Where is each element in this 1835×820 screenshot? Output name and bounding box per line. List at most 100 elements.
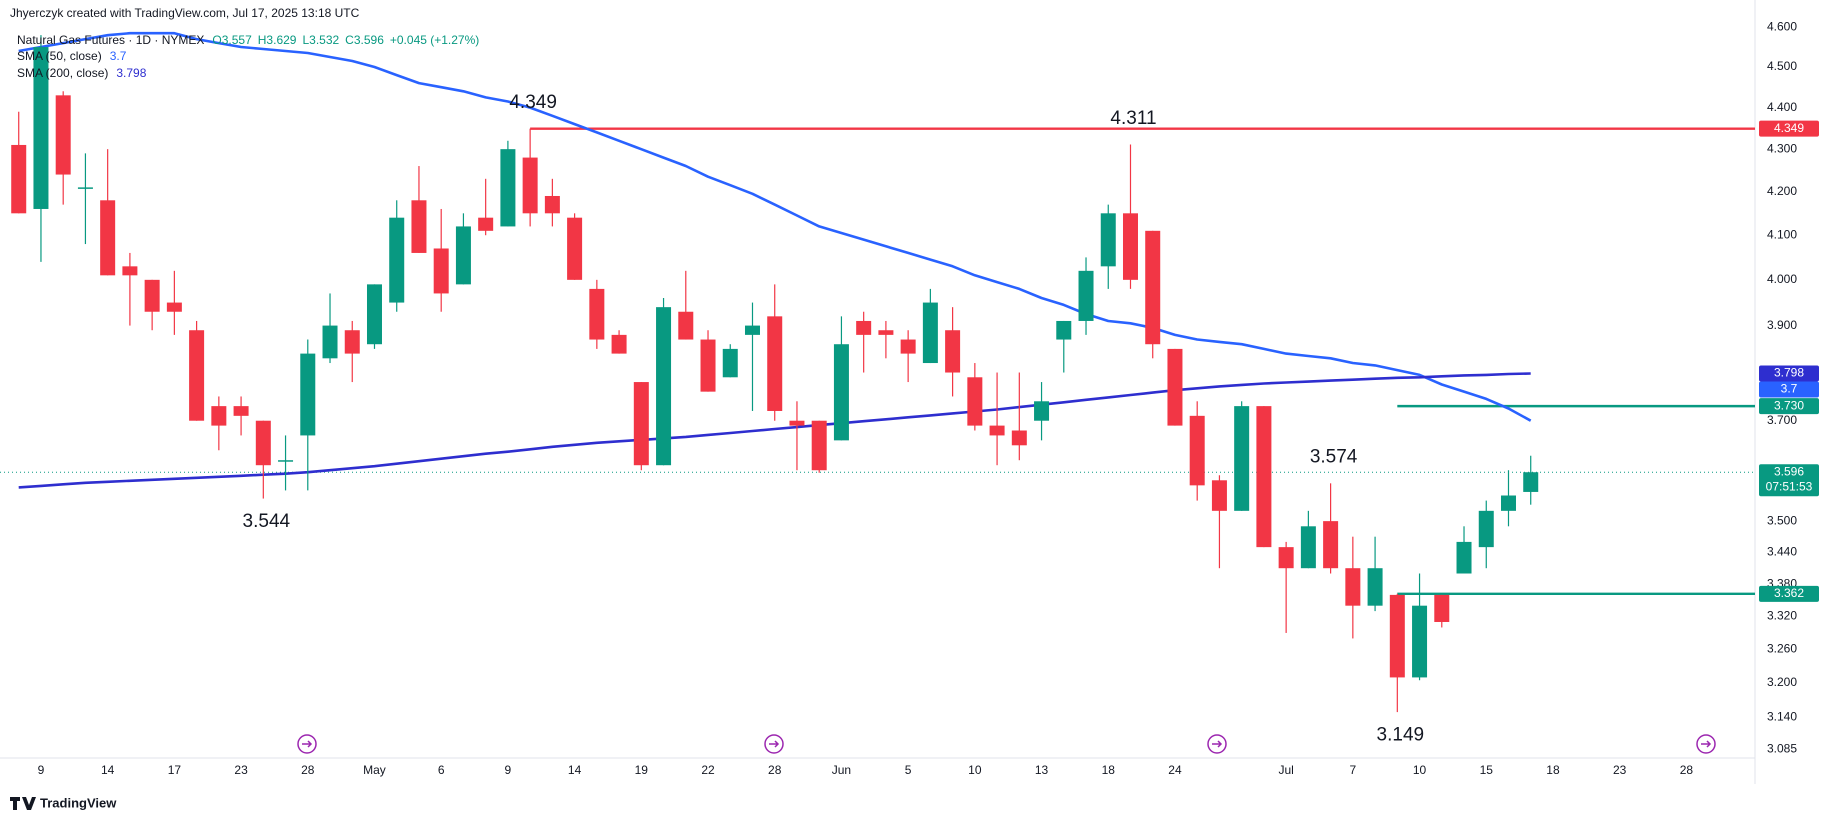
candle-body [1478,510,1494,548]
candle-body [744,325,760,335]
event-icons [297,734,1716,754]
candle-body [344,330,360,354]
y-tick-label: 3.200 [1767,675,1797,689]
x-tick-label: 5 [905,763,912,777]
x-tick-label: 23 [1613,763,1627,777]
candle-body [1389,594,1405,678]
y-tick-label: 3.440 [1767,545,1797,559]
last-price-tag-bg [1759,464,1819,497]
sma-line [18,31,1532,422]
x-tick-label: Jul [1278,763,1293,777]
y-tick-label: 4.200 [1767,184,1797,198]
candle-body [1500,495,1516,511]
sma-tag: 3.7 [1781,382,1798,396]
candle-body [833,344,849,441]
x-tick-label: 28 [1680,763,1694,777]
legend-ohlc: O3.557 [212,33,252,47]
candle-body [722,348,738,378]
candle-body [1434,594,1450,622]
x-tick-label: 23 [234,763,248,777]
legend-title: Natural Gas Futures · 1D · NYMEX [17,33,204,47]
y-tick-label: 3.500 [1767,513,1797,527]
candle-body [1367,568,1383,606]
y-tick-label: 3.900 [1767,318,1797,332]
candle-body [300,353,316,436]
candle-body [433,248,449,294]
candle-body [255,420,271,466]
candle-body [1300,526,1316,569]
legend-value: 3.798 [116,66,146,80]
brand: TradingView [40,795,117,810]
candle-body [100,200,116,276]
candle-body [189,330,205,421]
candle-body [1056,320,1072,340]
countdown: 07:51:53 [1766,479,1813,493]
candle-body [900,339,916,354]
event-arrow [302,740,1712,748]
y-tick-label: 3.700 [1767,413,1797,427]
x-tick-label: 10 [1413,763,1427,777]
candle-body [811,420,827,471]
sma-line [18,372,1531,489]
x-tick-label: 18 [1102,763,1116,777]
candle-body [144,279,160,312]
candle-body [767,316,783,411]
legend-name: SMA (200, close) [17,66,108,80]
x-tick-label: 28 [768,763,782,777]
candle-body [878,330,894,335]
x-tick-label: 14 [568,763,582,777]
level-tag: 3.730 [1774,398,1804,412]
y-tick-label: 4.600 [1767,19,1797,33]
candle-body [989,425,1005,436]
x-tick-label: 17 [168,763,182,777]
x-tick-label: 22 [701,763,715,777]
candle-body [1122,213,1138,280]
candle-body [678,311,694,340]
annotation: 3.149 [1377,725,1425,746]
sma-tag: 3.798 [1774,366,1804,380]
candle-body [1211,480,1227,511]
level-tag: 4.349 [1774,121,1804,135]
annotation: 4.311 [1110,108,1156,129]
candle-body [611,334,627,354]
annotation: 4.349 [509,92,557,113]
candle-body [1456,541,1472,574]
sma-tag-bg [1759,381,1819,398]
event-icon[interactable] [297,734,317,754]
brand-logo [10,797,36,810]
x-tick-label: 6 [438,763,445,777]
candle-body [522,157,538,214]
x-tick-label: 9 [505,763,512,777]
x-tick-label: 24 [1168,763,1182,777]
level-tag-bg [1759,585,1819,602]
legend-value: 3.7 [110,49,127,63]
candle-body [1189,415,1205,486]
x-tick-label: Jun [832,763,851,777]
sma-tag-bg [1759,365,1819,382]
candle-body [233,406,249,416]
legend-ohlc: H3.629 [258,33,297,47]
legend-ohlc: L3.532 [302,33,339,47]
y-tick-label: 4.500 [1767,59,1797,73]
y-tick-label: 3.085 [1767,741,1797,755]
candle-body [478,217,494,231]
x-tick-label: 28 [301,763,315,777]
candle-body [77,187,93,189]
annotation: 3.574 [1310,447,1358,468]
candle-body [1100,213,1116,267]
candle-body [389,217,405,303]
candle-body [1412,605,1428,678]
candle-body [1078,270,1094,321]
y-tick-label: 4.100 [1767,227,1797,241]
candle-body [366,284,382,345]
event-icon[interactable] [1207,734,1227,754]
event-icon[interactable] [764,734,784,754]
candle-body [166,302,182,312]
y-tick-label: 3.260 [1767,642,1797,656]
y-tick-label: 4.000 [1767,272,1797,286]
legend-name: SMA (50, close) [17,49,102,63]
event-icon[interactable] [1696,734,1716,754]
credit: Jhyerczyk created with TradingView.com, … [10,6,360,20]
